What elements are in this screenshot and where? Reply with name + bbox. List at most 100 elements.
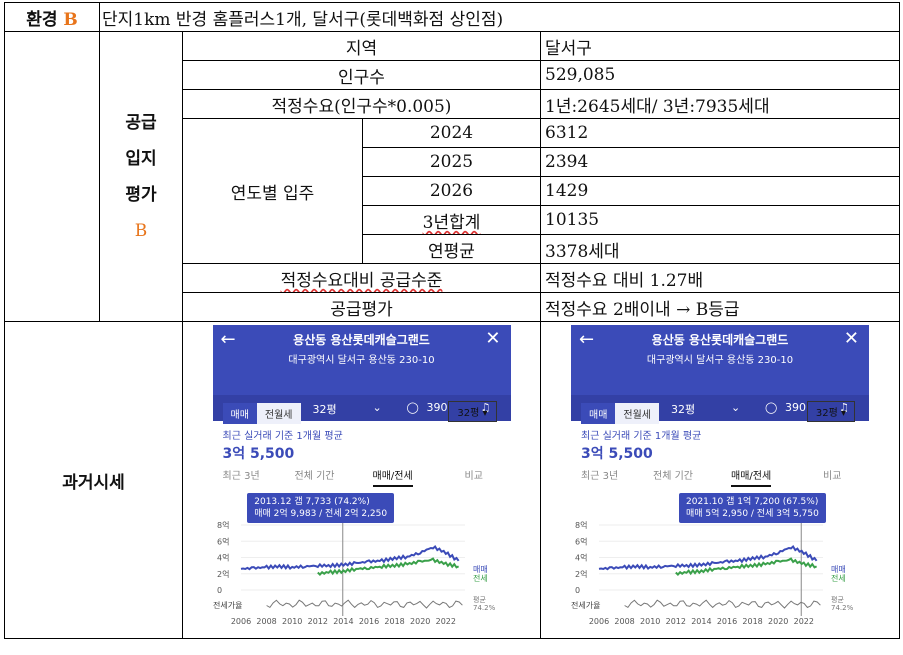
y-tick-label: 8억 (575, 520, 587, 530)
tab-trade-rent[interactable]: 매매/전세 (731, 467, 772, 487)
size-dropdown[interactable]: 32평 (671, 403, 696, 416)
legend-label: 전세 (473, 573, 488, 583)
toggle-rent[interactable]: 전월세 (615, 403, 660, 424)
series-line-매매 (598, 544, 818, 571)
year-2026: 2026 (362, 176, 541, 206)
app-header: ← 용산동 용산롯데캐슬그랜드 대구광역시 달서구 용산동 230-10 ✕ (571, 325, 869, 395)
chevron-down-icon: ⌄ (372, 401, 382, 414)
x-tick-label: 2008 (614, 617, 634, 625)
ratio-label: 적정수요대비 공급수준 (182, 263, 541, 293)
legend-label: 매매 (831, 565, 846, 574)
series-line-전세 (675, 557, 818, 577)
trade-toggle: 매매 전월세 (581, 403, 660, 424)
complex-title: 용산동 용산롯데캐슬그랜드 (293, 333, 430, 347)
back-arrow-icon[interactable]: ← (579, 329, 595, 350)
size-dropdown[interactable]: 32평 (312, 403, 337, 416)
avg-label: 최근 실거래 기준 1개월 평균 (222, 431, 343, 442)
avg-price: 3억 5,500 (581, 446, 653, 462)
population-label: 인구수 (182, 60, 541, 90)
x-tick-label: 2018 (384, 617, 404, 625)
price-chart: 8억 6억 4억 2억 0 2006 2008 2010 2012 2014 2016 2018 202… (213, 520, 495, 625)
tab-compare[interactable]: 비교 (464, 471, 483, 482)
rent-ratio-line (624, 599, 821, 609)
comment-icon: ◯ (765, 401, 778, 414)
ratio-value: 적정수요 대비 1.27배 (539, 263, 901, 293)
y-tick-label: 6억 (575, 536, 587, 546)
close-icon[interactable]: ✕ (485, 328, 501, 349)
population-value: 529,085 (539, 60, 901, 90)
chart-tooltip: 2013.12 갭 7,733 (74.2%) 매매 2억 9,983 / 전세… (247, 493, 395, 523)
year-2024-value: 6312 (539, 118, 901, 148)
x-tick-label: 2016 (358, 617, 378, 625)
x-tick-label: 2022 (794, 617, 814, 625)
close-icon[interactable]: ✕ (843, 328, 859, 349)
past-price-label: 과거시세 (4, 321, 183, 639)
phone-cell-1: ← 용산동 용산롯데캐슬그랜드 대구광역시 달서구 용산동 230-10 ✕ 매… (182, 321, 541, 639)
annual-avg-label: 연평균 (362, 234, 541, 264)
demand-label: 적정수요(인구수*0.005) (182, 89, 541, 119)
price-chart: 8억 6억 4억 2억 0 2006 2008 2010 2012 2014 2016 2018 202… (571, 520, 854, 625)
env-row-text: 단지1km 반경 홈플러스1개, 달서구(롯데백화점 상인점) (98, 2, 901, 32)
tab-recent-3y[interactable]: 최근 3년 (222, 471, 260, 482)
region-value: 달서구 (539, 31, 901, 61)
size-select[interactable]: 32평 ▾ (806, 401, 855, 422)
lower-label: 전세가율 (213, 600, 242, 610)
y-tick-label: 6억 (217, 536, 229, 546)
toggle-trade[interactable]: 매매 (222, 403, 257, 424)
blank-left-cell (4, 31, 100, 322)
x-tick-label: 2006 (230, 617, 250, 625)
x-tick-label: 2014 (333, 617, 353, 625)
lower-right-value: 74.2% (831, 604, 854, 612)
phone-screenshot-2: ← 용산동 용산롯데캐슬그랜드 대구광역시 달서구 용산동 230-10 ✕ 매… (571, 325, 869, 625)
region-label: 지역 (182, 31, 541, 61)
supply-label-cell: 공급 입지 평가 B (99, 31, 183, 322)
phone-cell-2: ← 용산동 용산롯데캐슬그랜드 대구광역시 달서구 용산동 230-10 ✕ 매… (539, 321, 901, 639)
y-tick-label: 2억 (217, 569, 229, 579)
series-line-전세 (316, 557, 459, 577)
tab-compare[interactable]: 비교 (823, 471, 842, 482)
x-tick-label: 2010 (282, 617, 302, 625)
eval-value: 적정수요 2배이내 → B등급 (539, 292, 901, 322)
comment-icon: ◯ (406, 401, 419, 414)
demand-value: 1년:2645세대/ 3년:7935세대 (539, 89, 901, 119)
x-tick-label: 2012 (666, 617, 686, 625)
bell-icon[interactable]: ♫ (480, 401, 491, 414)
comment-count[interactable]: 390 (426, 401, 448, 414)
env-row-label: 환경 B (4, 2, 100, 32)
bell-icon[interactable]: ♫ (839, 401, 849, 414)
chevron-down-icon: ⌄ (731, 401, 741, 414)
tooltip-line1: 2013.12 갭 7,733 (74.2%) (254, 497, 370, 507)
y-tick-label: 0 (217, 586, 222, 595)
y-tick-label: 0 (575, 586, 580, 595)
lower-right-label: 평균 (831, 595, 844, 604)
phone-screenshot-1: ← 용산동 용산롯데캐슬그랜드 대구광역시 달서구 용산동 230-10 ✕ 매… (212, 325, 511, 625)
tooltip-line2: 매매 5억 2,950 / 전세 3억 5,750 (686, 509, 819, 519)
eval-label: 공급평가 (182, 292, 541, 322)
x-tick-label: 2012 (307, 617, 327, 625)
tab-all-period[interactable]: 전체 기간 (294, 471, 335, 482)
toggle-trade[interactable]: 매매 (581, 403, 616, 424)
chart-tooltip: 2021.10 갭 1억 7,200 (67.5%) 매매 5억 2,950 /… (679, 493, 826, 523)
x-tick-label: 2020 (410, 617, 430, 625)
evaluation-table: 환경 B 단지1km 반경 홈플러스1개, 달서구(롯데백화점 상인점) 공급 … (4, 2, 901, 639)
tab-all-period[interactable]: 전체 기간 (653, 471, 693, 482)
size-select[interactable]: 32평 ▾ (448, 401, 497, 422)
back-arrow-icon[interactable]: ← (220, 329, 236, 350)
tooltip-line2: 매매 2억 9,983 / 전세 2억 2,250 (254, 509, 388, 519)
y-tick-label: 8억 (217, 520, 229, 530)
tab-trade-rent[interactable]: 매매/전세 (372, 467, 413, 487)
complex-title: 용산동 용산롯데캐슬그랜드 (651, 333, 789, 347)
legend-label: 전세 (831, 573, 846, 583)
toggle-rent[interactable]: 전월세 (256, 403, 301, 424)
x-tick-label: 2022 (435, 617, 455, 625)
complex-address: 대구광역시 달서구 용산동 230-10 (646, 355, 794, 366)
tab-recent-3y[interactable]: 최근 3년 (581, 471, 619, 482)
lower-label: 전세가율 (571, 600, 600, 610)
complex-address: 대구광역시 달서구 용산동 230-10 (288, 355, 435, 366)
three-year-total-value: 10135 (539, 205, 901, 235)
comment-count[interactable]: 390 (785, 401, 806, 414)
three-year-total-label: 3년합계 (362, 205, 541, 235)
y-tick-label: 4억 (575, 553, 587, 563)
y-tick-label: 2억 (575, 569, 587, 579)
yearly-label: 연도별 입주 (182, 118, 363, 264)
